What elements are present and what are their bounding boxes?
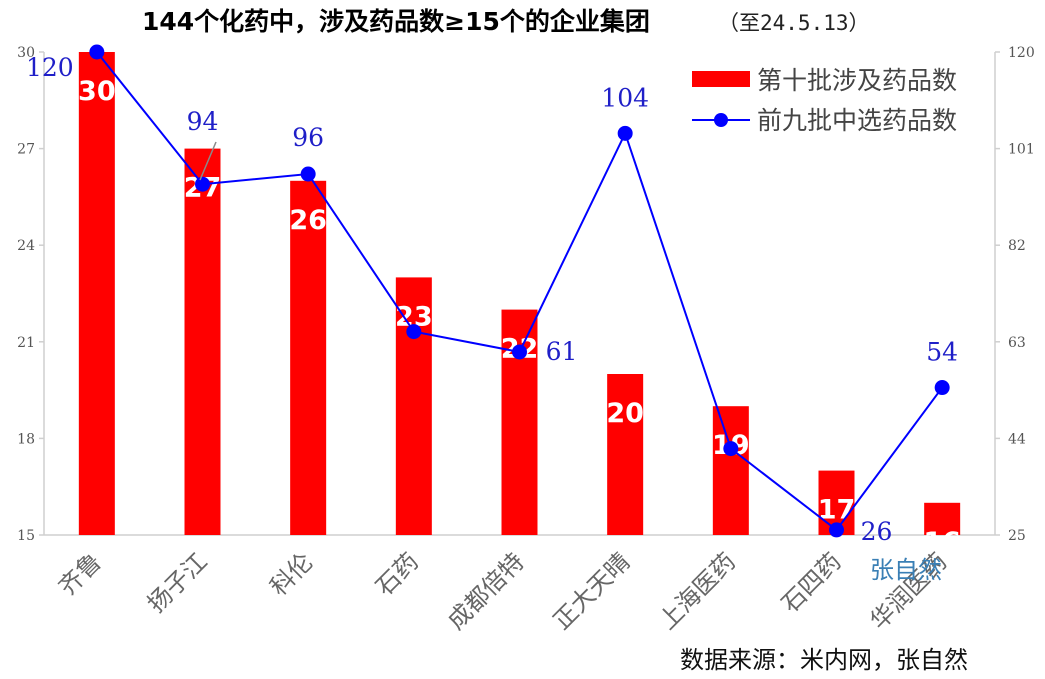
line-point: [617, 125, 633, 141]
bar-value-label: 20: [606, 398, 644, 429]
category-label: 石四药: [776, 547, 847, 618]
bar: [78, 52, 115, 535]
category-labels: 齐鲁 扬子江 科伦 石药 成都倍特 正大天晴 上海医药 石四药 华润医药: [53, 547, 952, 635]
label-leader-line: [199, 141, 217, 181]
legend-line-label: 前九批中选药品数: [757, 106, 957, 135]
category-label: 成都倍特: [442, 547, 530, 635]
category-label: 扬子江: [142, 547, 213, 618]
bar-value-label: 30: [78, 76, 116, 107]
line-value-label: 54: [926, 338, 958, 367]
y-left-tick-label: 30: [17, 45, 35, 61]
category-label: 科伦: [265, 547, 319, 601]
y-right-tick-label: 82: [1008, 238, 1026, 254]
y-right-tick-label: 44: [1008, 431, 1026, 447]
legend-line-marker: [714, 113, 728, 127]
line-value-label: 96: [292, 123, 324, 152]
line-data-labels: 120 94 96 61 104 26 54: [26, 53, 958, 546]
line-point: [300, 166, 316, 182]
line-point: [406, 324, 422, 340]
line-point: [195, 176, 210, 192]
y-right-tick-label: 25: [1008, 528, 1026, 544]
bar-value-label: 26: [289, 205, 327, 236]
category-label: 石药: [370, 547, 424, 601]
line-point: [829, 522, 844, 538]
line-series: [89, 44, 950, 538]
line-value-label: 61: [546, 337, 578, 366]
legend-bar-swatch: [692, 71, 750, 87]
bar: [607, 374, 644, 535]
line-point: [723, 441, 739, 457]
category-label: 正大天晴: [548, 547, 636, 635]
legend: 第十批涉及药品数 前九批中选药品数: [692, 66, 957, 135]
legend-bar-label: 第十批涉及药品数: [757, 66, 957, 95]
bar: [184, 148, 221, 535]
y-right-tick-label: 101: [1008, 142, 1035, 158]
bar: [395, 277, 432, 535]
bar: [712, 406, 749, 535]
line-point: [934, 380, 950, 396]
chart-subtitle: （至24.5.13）: [718, 11, 870, 35]
y-left-tick-label: 24: [17, 238, 35, 254]
data-source: 数据来源：米内网，张自然: [680, 646, 968, 674]
bar-series: [78, 52, 961, 536]
chart-title: 144个化药中，涉及药品数≥15个的企业集团: [142, 7, 650, 36]
watermark: 张自然: [870, 556, 942, 584]
line-point: [89, 44, 105, 60]
category-label: 上海医药: [653, 547, 741, 635]
y-right-tick-label: 63: [1008, 335, 1026, 351]
line-value-label: 26: [861, 517, 893, 546]
line-value-label: 94: [187, 107, 219, 136]
y-left-tick-label: 27: [17, 142, 35, 158]
y-right-tick-label: 120: [1008, 45, 1035, 61]
y-left-tick-label: 18: [17, 431, 35, 447]
bar: [924, 502, 961, 535]
line-value-label: 104: [601, 83, 649, 112]
bar-value-label: 16: [923, 527, 961, 558]
bar: [290, 180, 327, 536]
line-value-label: 120: [26, 53, 74, 82]
line-point: [512, 344, 527, 360]
category-label: 齐鲁: [53, 547, 107, 601]
y-left-tick-label: 21: [17, 335, 35, 351]
y-left-tick-label: 15: [17, 528, 35, 544]
